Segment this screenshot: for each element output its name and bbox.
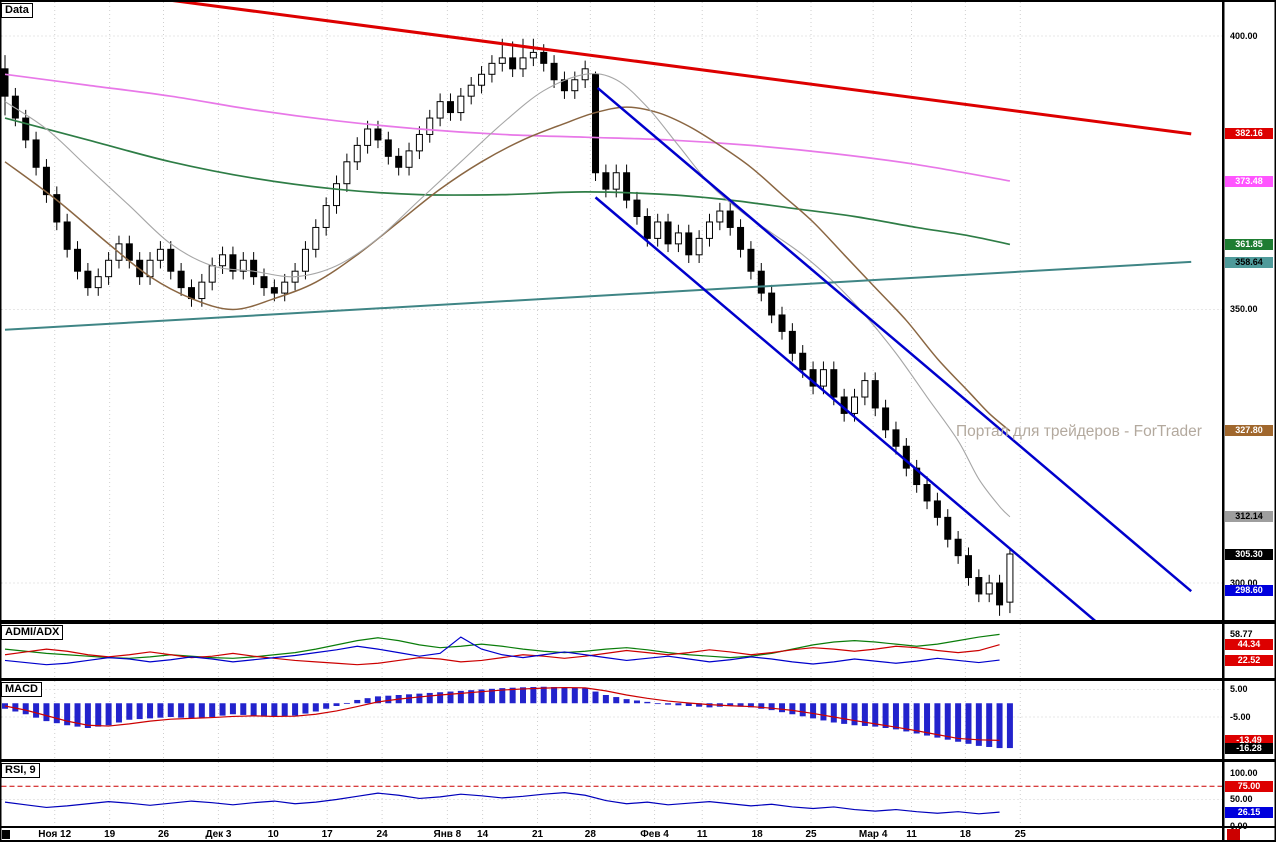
time-axis-label: Мар 4 [858,829,888,840]
panel-separator [0,826,1276,828]
ma-gray-short [4,73,1011,518]
left-border [0,0,2,842]
price-tag: -13.49 [1225,734,1273,746]
price-tag: 382.16 [1225,128,1273,140]
time-axis-label: Фев 4 [640,829,669,840]
time-axis: Ноя 12 19 26 Дек 3 10 17 24 Янв 8 14 21 28 Фев 4 11 1… [0,828,1276,842]
price-axis-divider [1222,0,1225,842]
axis-tick-label: 400.00 [1230,30,1258,41]
time-axis-label: 11 [906,829,917,840]
channel-upper-trendline[interactable] [596,87,1193,593]
ma-magenta-long [4,73,1011,182]
time-axis-label: 10 [267,829,279,840]
price-tag: 327.80 [1225,425,1273,437]
support-trendline[interactable] [4,260,1192,331]
top-border [0,0,1276,2]
time-axis-label: 25 [1014,829,1026,840]
panel-title-data[interactable]: Data [1,3,33,18]
rsi-panel-plot[interactable] [1,762,1223,826]
panel-separator [0,759,1276,762]
axis-tick-label: 100.00 [1230,767,1258,778]
price-tag: 312.14 [1225,511,1273,523]
price-tag: 44.34 [1225,639,1273,651]
price-tag: 373.48 [1225,175,1273,187]
scroll-button[interactable] [1227,829,1240,840]
axis-tick-label: 50.00 [1230,794,1253,804]
time-axis-label: 18 [959,829,971,840]
macd-panel-plot[interactable] [1,681,1223,759]
time-axis-label: Ноя 12 [38,829,72,840]
time-axis-label: 26 [157,829,170,840]
price-axis: 400.00 382.16 373.48 361.85 358.64 350.00 327.… [1225,0,1276,842]
plus-di-line [4,636,1000,666]
panel-separator [0,678,1276,681]
price-tag: 22.52 [1225,654,1273,666]
axis-tick-label: 350.00 [1230,304,1258,314]
right-border [1274,0,1276,842]
panel-title-rsi[interactable]: RSI, 9 [1,763,40,778]
panel-title-macd[interactable]: MACD [1,682,42,697]
time-axis-label: 17 [321,829,333,840]
channel-lower-trendline[interactable] [594,196,1166,680]
macd-histogram [2,686,1013,749]
time-axis-label: 24 [376,829,388,840]
axis-tick-label: 0.00 [1230,820,1248,831]
time-axis-label: 18 [751,829,763,840]
ma-brown-medium [4,106,1011,432]
axis-tick-label: 300.00 [1230,577,1258,588]
panel-title-admi-adx[interactable]: ADMI/ADX [1,625,64,640]
candlesticks [1,38,1014,616]
time-axis-label: 11 [696,829,708,840]
corner-marker [2,830,10,839]
price-tag: 26.15 [1225,806,1273,818]
admi-panel-plot[interactable] [4,624,1021,678]
macd-signal-line [4,686,1000,741]
resistance-trendline[interactable] [5,0,1192,136]
price-tag: -16.28 [1225,742,1273,754]
price-tag: 305.30 [1225,548,1273,560]
time-axis-label: 19 [104,829,116,840]
price-tag: 358.64 [1225,256,1273,268]
ma-green-long [4,117,1011,246]
time-axis-label: 25 [805,829,817,840]
bottom-border [0,840,1276,842]
main-panel-plot[interactable] [1,0,1223,680]
axis-tick-label: -5.00 [1230,711,1251,722]
price-tag: 298.60 [1225,585,1273,597]
rsi-line [4,792,1000,815]
price-tag: 361.85 [1225,239,1273,251]
time-axis-label: 14 [477,829,489,840]
minus-di-line [4,644,1000,666]
price-tag: 75.00 [1225,780,1273,792]
axis-tick-label: 58.77 [1230,628,1253,639]
time-axis-label: Дек 3 [205,829,232,840]
time-axis-label: 28 [584,829,596,840]
panel-separator [0,620,1276,624]
axis-tick-label: 5.00 [1230,684,1248,694]
time-axis-label: Янв 8 [433,829,462,840]
time-axis-label: 21 [531,829,544,840]
